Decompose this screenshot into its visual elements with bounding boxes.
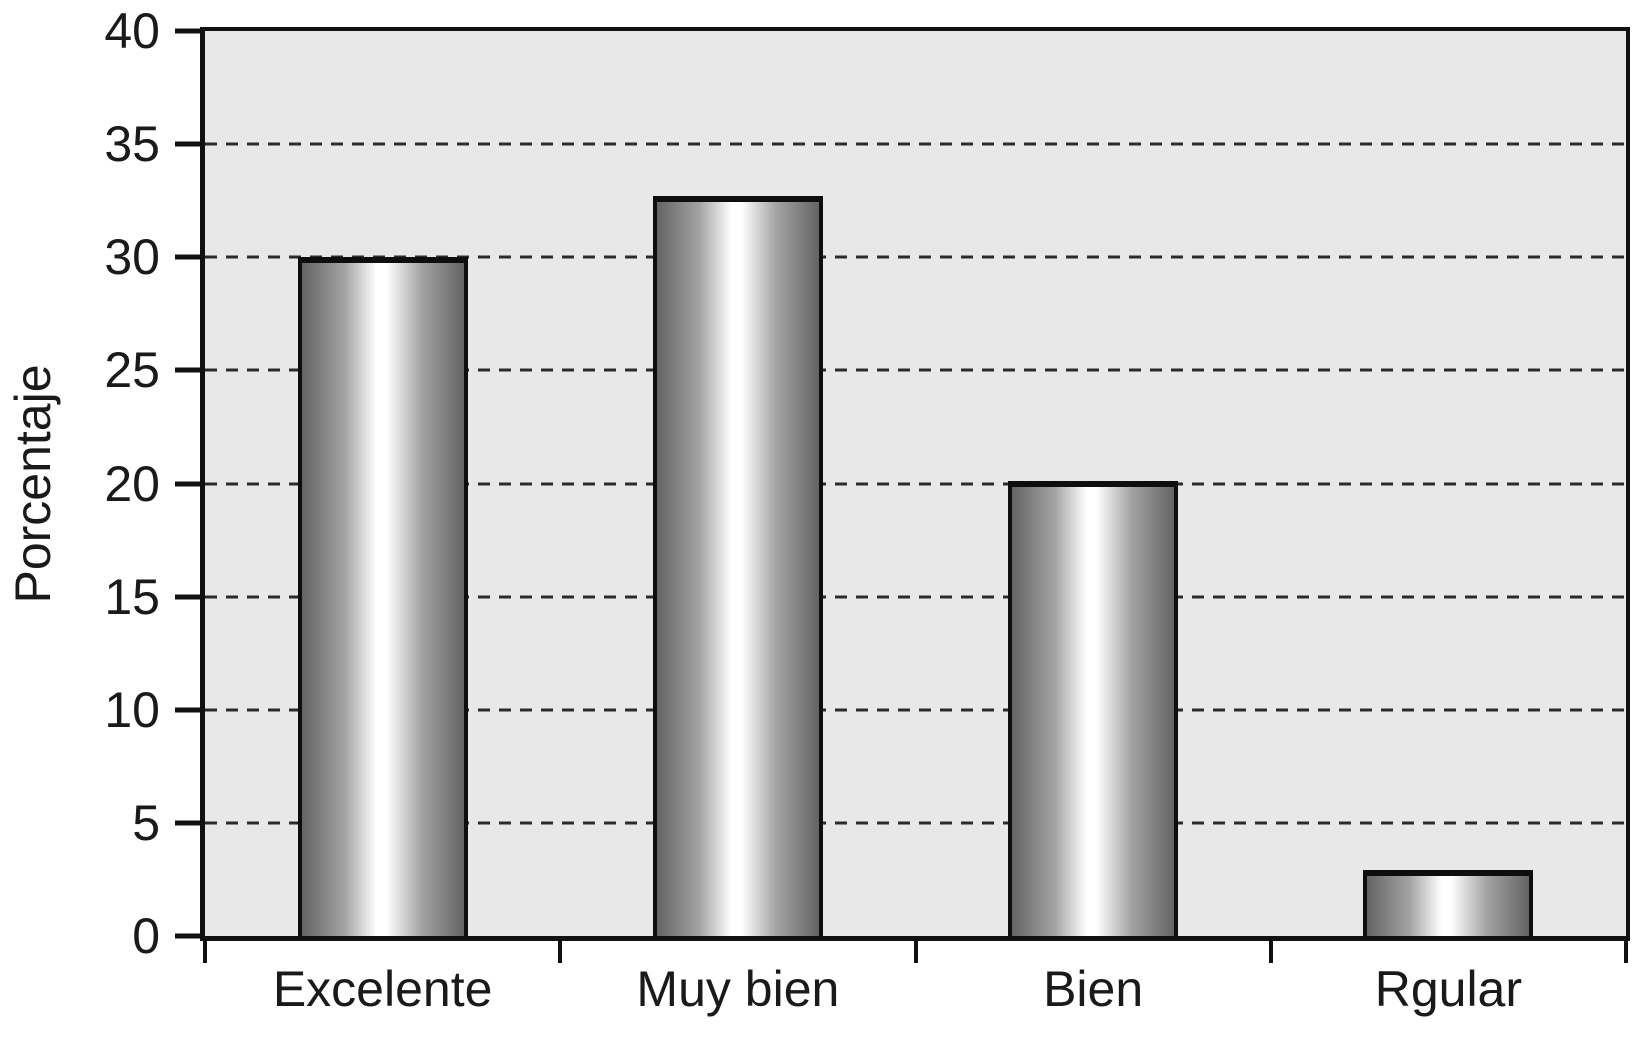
y-tick-mark: [175, 254, 200, 260]
gridline: [205, 821, 1626, 825]
gridlines: [205, 31, 1626, 936]
y-tick-label: 25: [104, 342, 160, 399]
gridline: [205, 482, 1626, 485]
x-axis-ticks: [203, 941, 1628, 964]
y-tick-mark: [175, 933, 200, 939]
y-tick-mark: [175, 820, 200, 826]
bar: [1363, 870, 1534, 936]
y-tick-label: 0: [132, 908, 160, 964]
plot-area: [200, 27, 1630, 941]
gridline: [205, 142, 1626, 146]
y-tick-mark: [175, 367, 200, 373]
y-axis-ticks: [175, 28, 200, 939]
x-tick-mark: [913, 941, 918, 963]
x-tick-mark: [1268, 941, 1273, 963]
y-tick-mark: [175, 141, 200, 147]
y-tick-label: 20: [104, 455, 160, 512]
x-axis-label: Muy bien: [636, 961, 840, 1017]
y-tick-label: 40: [104, 3, 160, 59]
x-tick-mark: [1624, 941, 1628, 963]
x-tick-mark: [558, 941, 563, 963]
y-tick-label: 35: [104, 116, 160, 173]
y-tick-label: 30: [104, 229, 160, 286]
gridline: [205, 368, 1626, 372]
gridline: [205, 255, 1626, 259]
bar: [1008, 481, 1179, 936]
bar: [297, 257, 468, 936]
x-axis-label: Bien: [1043, 961, 1144, 1017]
y-tick-mark: [175, 28, 200, 34]
x-tick-mark: [203, 941, 207, 963]
y-tick-label: 5: [132, 794, 160, 851]
x-axis-label: Rgular: [1374, 961, 1523, 1017]
x-axis-labels: Excelente Muy bien Bien Rgular: [205, 962, 1626, 1022]
y-tick-label: 10: [104, 681, 160, 738]
y-tick-mark: [175, 481, 200, 486]
y-tick-mark: [175, 594, 200, 600]
gridline: [205, 595, 1626, 599]
y-tick-mark: [175, 707, 200, 713]
y-axis-tick-labels: 0 5 10 15 20 25 30 35 40: [0, 6, 160, 961]
x-axis-label: Excelente: [272, 961, 493, 1017]
y-tick-label: 15: [104, 568, 160, 625]
gridline: [205, 708, 1626, 712]
bars: [205, 31, 1626, 936]
bar: [652, 196, 823, 936]
